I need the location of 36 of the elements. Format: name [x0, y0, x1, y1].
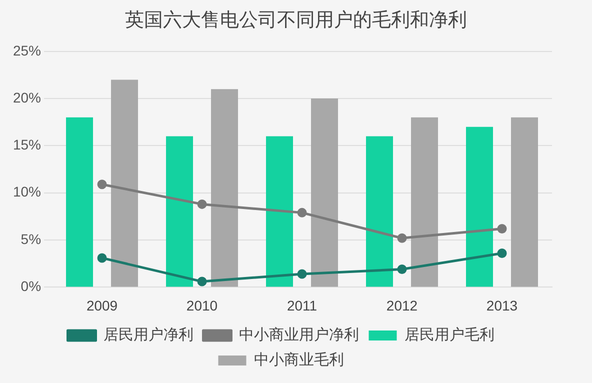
- x-tick-label: 2011: [286, 297, 318, 314]
- bar: [411, 117, 438, 287]
- x-tick-label: 2012: [386, 297, 418, 314]
- point: [297, 208, 307, 218]
- y-tick-label: 20%: [12, 89, 42, 106]
- x-tick-label: 2009: [86, 297, 118, 314]
- legend-label: 中小商业毛利: [254, 352, 344, 369]
- point: [297, 269, 307, 279]
- y-tick-label: 10%: [12, 184, 42, 200]
- bar: [311, 98, 338, 287]
- bar: [366, 136, 394, 287]
- point: [497, 224, 507, 234]
- point: [197, 199, 207, 209]
- bar: [511, 117, 538, 287]
- chart-title: 英国六大售电公司不同用户的毛利和净利: [124, 8, 468, 33]
- x-tick-label: 2010: [186, 297, 218, 314]
- bar: [166, 136, 194, 287]
- y-tick-label: 25%: [12, 42, 42, 58]
- bar: [111, 80, 138, 287]
- legend-label: 居民用户净利: [103, 326, 194, 344]
- y-tick-label: 5%: [20, 230, 42, 247]
- y-tick-label: 15%: [12, 136, 42, 153]
- legend-label: 居民用户毛利: [404, 326, 494, 344]
- x-tick-label: 2013: [486, 297, 518, 314]
- point: [497, 248, 507, 258]
- legend-label: 中小商业用户净利: [238, 326, 359, 344]
- bar: [211, 89, 238, 287]
- point: [197, 276, 207, 286]
- point: [97, 253, 107, 263]
- point: [397, 264, 407, 274]
- bar: [66, 117, 94, 287]
- point: [397, 233, 407, 243]
- bar: [466, 126, 494, 287]
- point: [97, 180, 107, 190]
- bar: [266, 136, 294, 287]
- y-tick-label: 0%: [20, 278, 42, 294]
